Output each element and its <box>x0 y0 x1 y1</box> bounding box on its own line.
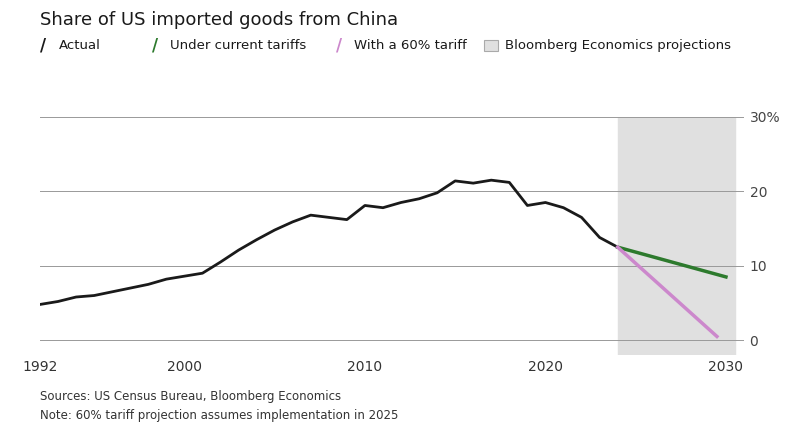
Text: /: / <box>40 36 46 55</box>
Text: Sources: US Census Bureau, Bloomberg Economics: Sources: US Census Bureau, Bloomberg Eco… <box>40 390 341 403</box>
Bar <box>618 117 735 355</box>
Text: Under current tariffs: Under current tariffs <box>170 39 306 52</box>
Text: /: / <box>336 36 342 55</box>
Text: Share of US imported goods from China: Share of US imported goods from China <box>40 11 398 29</box>
Text: /: / <box>152 36 158 55</box>
Text: Note: 60% tariff projection assumes implementation in 2025: Note: 60% tariff projection assumes impl… <box>40 409 398 422</box>
Text: With a 60% tariff: With a 60% tariff <box>354 39 467 52</box>
Text: Bloomberg Economics projections: Bloomberg Economics projections <box>505 39 731 52</box>
Text: Actual: Actual <box>58 39 100 52</box>
